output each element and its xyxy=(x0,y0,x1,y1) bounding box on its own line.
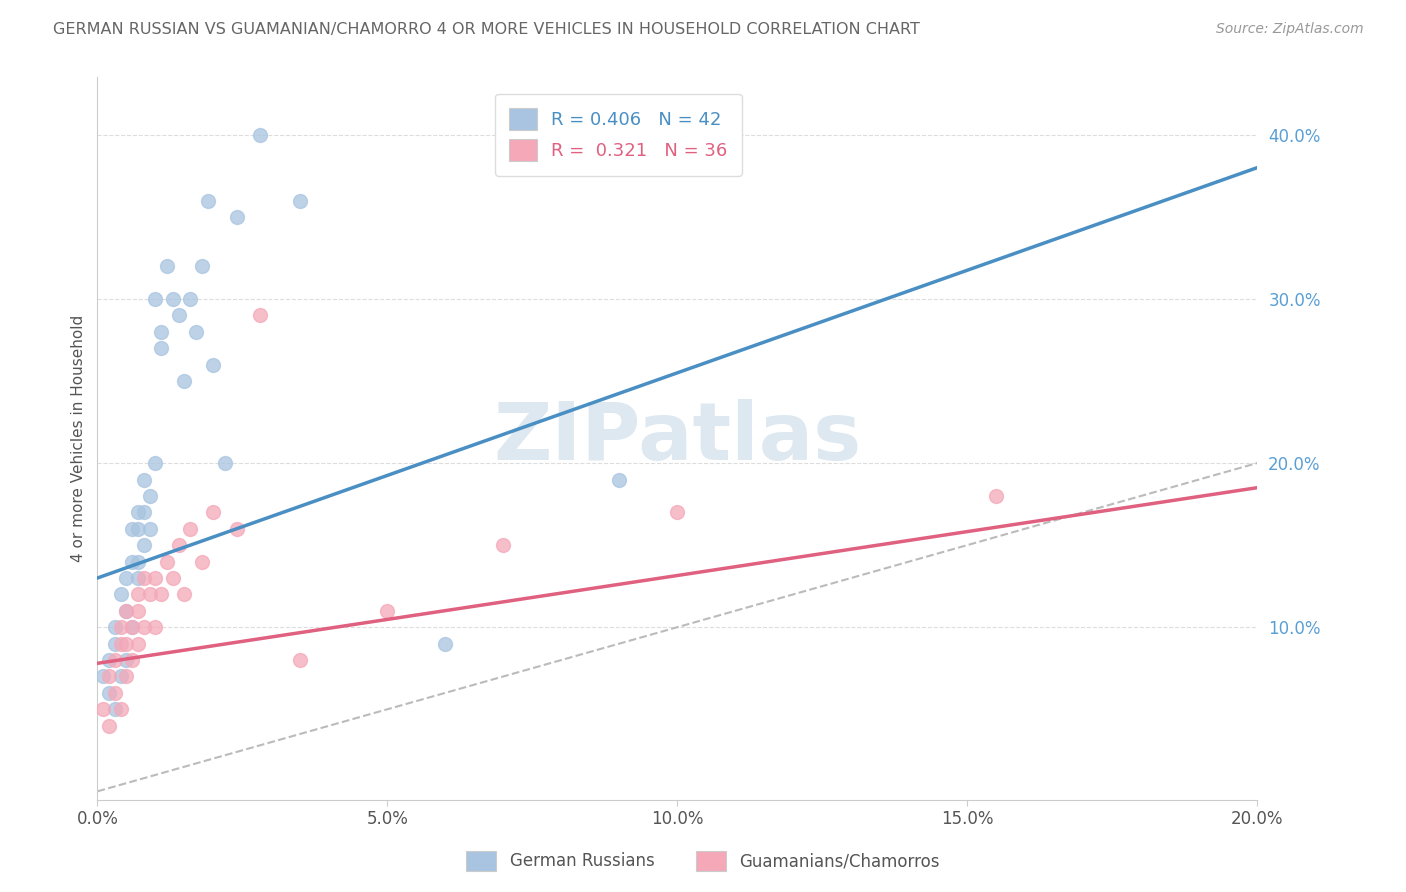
Point xyxy=(214,456,236,470)
Point xyxy=(434,637,457,651)
Point xyxy=(127,555,149,569)
Point xyxy=(98,719,121,733)
Point xyxy=(132,505,155,519)
Point xyxy=(666,505,689,519)
Point xyxy=(115,653,138,667)
Point xyxy=(104,653,127,667)
Point xyxy=(98,686,121,700)
Point xyxy=(150,341,173,355)
Point xyxy=(127,587,149,601)
Point xyxy=(115,571,138,585)
Point xyxy=(290,653,312,667)
Point xyxy=(127,571,149,585)
Point xyxy=(121,620,143,634)
Point xyxy=(91,702,114,716)
Point xyxy=(145,620,167,634)
Point xyxy=(191,555,214,569)
Point xyxy=(156,259,179,273)
Point xyxy=(145,571,167,585)
Point xyxy=(121,653,143,667)
Point xyxy=(138,522,160,536)
Point xyxy=(132,538,155,552)
Point xyxy=(145,456,167,470)
Point xyxy=(225,210,247,224)
Point xyxy=(115,604,138,618)
Point xyxy=(132,473,155,487)
Point xyxy=(225,522,247,536)
Point xyxy=(98,669,121,683)
Point xyxy=(173,374,195,388)
Point xyxy=(127,505,149,519)
Point xyxy=(110,620,132,634)
Point xyxy=(173,587,195,601)
Point xyxy=(121,555,143,569)
Point xyxy=(132,620,155,634)
Point xyxy=(145,292,167,306)
Point xyxy=(110,702,132,716)
Point xyxy=(127,522,149,536)
Point xyxy=(197,194,219,208)
Point xyxy=(104,686,127,700)
Point xyxy=(167,309,190,323)
Point xyxy=(138,587,160,601)
Point xyxy=(191,259,214,273)
Point xyxy=(156,555,179,569)
Text: GERMAN RUSSIAN VS GUAMANIAN/CHAMORRO 4 OR MORE VEHICLES IN HOUSEHOLD CORRELATION: GERMAN RUSSIAN VS GUAMANIAN/CHAMORRO 4 O… xyxy=(53,22,921,37)
Legend: R = 0.406   N = 42, R =  0.321   N = 36: R = 0.406 N = 42, R = 0.321 N = 36 xyxy=(495,94,741,176)
Point xyxy=(104,620,127,634)
Point xyxy=(110,587,132,601)
Point xyxy=(184,325,207,339)
Point xyxy=(377,604,399,618)
Point xyxy=(986,489,1008,503)
Point xyxy=(115,637,138,651)
Point xyxy=(179,292,201,306)
Point xyxy=(91,669,114,683)
Point xyxy=(492,538,515,552)
Text: ZIPatlas: ZIPatlas xyxy=(494,400,862,477)
Point xyxy=(179,522,201,536)
Point xyxy=(162,292,184,306)
Point xyxy=(127,604,149,618)
Point xyxy=(127,637,149,651)
Point xyxy=(607,473,630,487)
Point xyxy=(249,128,271,142)
Point xyxy=(110,637,132,651)
Point xyxy=(150,587,173,601)
Point xyxy=(162,571,184,585)
Point xyxy=(115,669,138,683)
Point xyxy=(150,325,173,339)
Text: Source: ZipAtlas.com: Source: ZipAtlas.com xyxy=(1216,22,1364,37)
Point xyxy=(249,309,271,323)
Point xyxy=(98,653,121,667)
Point xyxy=(132,571,155,585)
Point xyxy=(115,604,138,618)
Point xyxy=(104,637,127,651)
Point xyxy=(202,358,225,372)
Point xyxy=(110,669,132,683)
Point xyxy=(104,702,127,716)
Point xyxy=(121,620,143,634)
Point xyxy=(290,194,312,208)
Point xyxy=(167,538,190,552)
Point xyxy=(121,522,143,536)
Legend: German Russians, Guamanians/Chamorros: German Russians, Guamanians/Chamorros xyxy=(458,842,948,880)
Y-axis label: 4 or more Vehicles in Household: 4 or more Vehicles in Household xyxy=(72,315,86,562)
Point xyxy=(138,489,160,503)
Point xyxy=(202,505,225,519)
